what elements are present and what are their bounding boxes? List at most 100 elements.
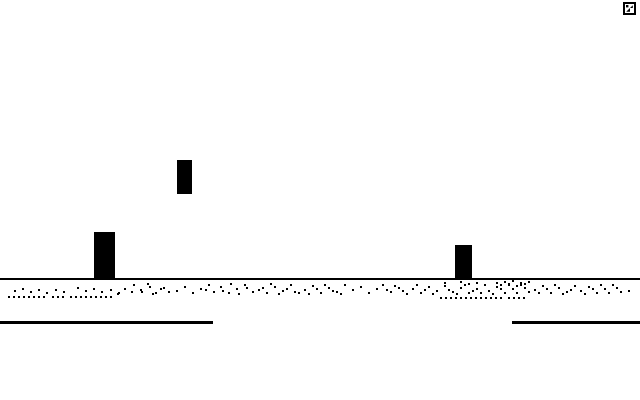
terrain-speckle [133, 284, 135, 286]
terrain-speckle [562, 293, 564, 295]
terrain-speckle [278, 293, 280, 295]
terrain-speckle [55, 289, 57, 291]
terrain-speckle [516, 292, 518, 294]
terrain-speckle [77, 287, 79, 289]
terrain-speckle [298, 292, 300, 294]
terrain-speckle [332, 290, 334, 292]
terrain-speckle [570, 289, 572, 291]
terrain-speckle [558, 287, 560, 289]
terrain-speckle [500, 288, 502, 290]
terrain-speckle [63, 291, 65, 293]
terrain-speckle [131, 291, 133, 293]
terrain-speckle [376, 288, 378, 290]
terrain-speckle [524, 283, 526, 285]
terrain-speckle [192, 292, 194, 294]
obstacle-bird-block [177, 160, 192, 194]
terrain-speckle [496, 286, 498, 288]
terrain-speckle [147, 283, 149, 285]
terrain-speckle [246, 287, 248, 289]
terrain-speckle [444, 282, 446, 284]
terrain-speckle [270, 283, 272, 285]
terrain-speckle [258, 289, 260, 291]
terrain-speckle [508, 284, 510, 286]
terrain-speckle [398, 287, 400, 289]
terrain-speckle [282, 290, 284, 292]
terrain-speckle [580, 290, 582, 292]
terrain-speckle [428, 286, 430, 288]
terrain-speckle [452, 291, 454, 293]
terrain-speckle [612, 284, 614, 286]
terrain-speckle [228, 292, 230, 294]
terrain-speckle [394, 285, 396, 287]
terrain-speckle [230, 283, 232, 285]
terrain-speckle [432, 293, 434, 295]
terrain-speckle [316, 288, 318, 290]
terrain-speckle [566, 291, 568, 293]
terrain-dot-trail [440, 297, 502, 299]
terrain-speckle [476, 288, 478, 290]
terrain-speckle [520, 284, 522, 286]
terrain-speckle [124, 288, 126, 290]
terrain-speckle [550, 292, 552, 294]
terrain-speckle [608, 292, 610, 294]
lower-line-left [0, 321, 213, 324]
terrain-speckle [38, 289, 40, 291]
terrain-speckle [504, 292, 506, 294]
terrain-speckle [600, 284, 602, 286]
terrain-speckle [155, 292, 157, 294]
terrain-speckle [14, 290, 16, 292]
terrain-speckle [460, 281, 462, 283]
terrain-speckle [508, 283, 510, 285]
terrain-speckle [464, 284, 466, 286]
terrain-speckle [213, 291, 215, 293]
terrain-speckle [184, 286, 186, 288]
terrain-speckle [416, 284, 418, 286]
terrain-speckle [30, 291, 32, 293]
terrain-speckle [468, 283, 470, 285]
terrain-speckle [163, 287, 165, 289]
terrain-speckle [444, 285, 446, 287]
terrain-speckle [492, 293, 494, 295]
terrain-speckle [266, 292, 268, 294]
terrain-speckle [140, 289, 142, 291]
terrain-speckle [574, 285, 576, 287]
terrain-speckle [512, 280, 514, 282]
terrain-speckle [252, 291, 254, 293]
terrain-speckle [244, 284, 246, 286]
terrain-speckle [460, 287, 462, 289]
terrain-speckle [236, 288, 238, 290]
terrain-speckle [604, 288, 606, 290]
terrain-speckle [538, 292, 540, 294]
terrain-speckle [584, 293, 586, 295]
terrain-speckle [412, 288, 414, 290]
terrain-speckle [149, 286, 151, 288]
terrain-speckle [22, 288, 24, 290]
terrain-speckle [222, 290, 224, 292]
terrain-speckle [480, 292, 482, 294]
terrain-speckle [320, 292, 322, 294]
terrain-speckle [468, 292, 470, 294]
terrain-speckle [528, 291, 530, 293]
terrain-speckle [352, 289, 354, 291]
terrain-speckle [152, 293, 154, 295]
terrain-speckle [588, 286, 590, 288]
terrain-speckle [448, 289, 450, 291]
terrain-speckle [238, 293, 240, 295]
terrain-speckle [205, 289, 207, 291]
terrain-speckle [118, 292, 120, 294]
terrain-speckle [386, 289, 388, 291]
terrain-speckle [294, 291, 296, 293]
terrain-speckle [168, 291, 170, 293]
terrain-speckle [424, 289, 426, 291]
terrain-speckle [500, 284, 502, 286]
terrain-speckle [340, 293, 342, 295]
terrain-speckle [328, 287, 330, 289]
terrain-speckle [596, 292, 598, 294]
terrain-dot-trail [508, 297, 528, 299]
ground-line-main [0, 278, 640, 280]
terrain-speckle [456, 293, 458, 295]
terrain-speckle [110, 289, 112, 291]
terrain-speckle [360, 286, 362, 288]
terrain-speckle [524, 287, 526, 289]
